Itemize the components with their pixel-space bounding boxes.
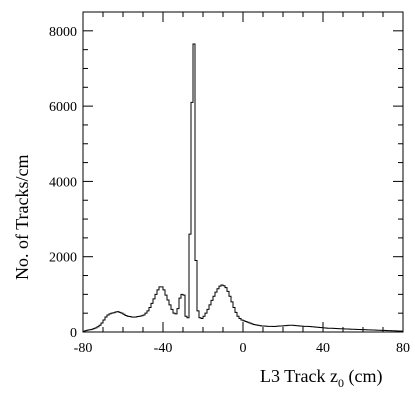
plot-frame [82,11,404,333]
y-tick-label: 4000 [49,175,77,190]
x-axis-label: L3 Track z0 (cm) [260,366,382,390]
y-tick-label: 0 [70,326,77,341]
x-axis-label-subscript: 0 [338,376,344,390]
y-axis-label: No. of Tracks/cm [12,155,32,281]
x-tick-label: -80 [74,341,93,356]
x-tick-label: -40 [154,341,173,356]
y-tick-label: 2000 [49,251,77,266]
ticks-layer: -80 -40 0 40 80 0 2000 4000 6000 8000 [49,11,410,356]
y-tick-label: 8000 [49,25,77,40]
y-tick-label: 6000 [49,100,77,115]
x-axis-label-unit: (cm) [344,366,382,387]
x-tick-label: 80 [396,341,410,356]
x-tick-label: 40 [316,341,330,356]
histogram-layer [82,43,403,332]
histogram-series [82,43,403,332]
x-axis-label-main: L3 Track z [260,366,338,386]
x-tick-label: 0 [240,341,247,356]
